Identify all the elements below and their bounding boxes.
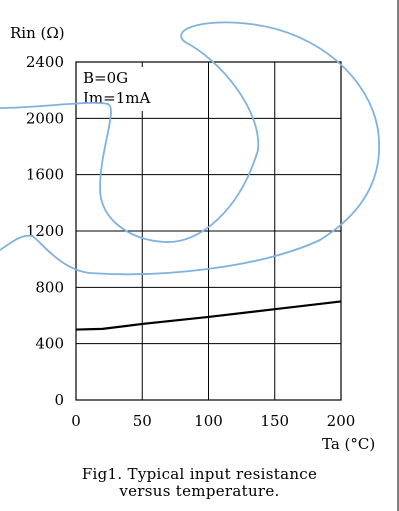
- y-tick-label: 1200: [26, 222, 64, 240]
- x-tick-label: 100: [194, 412, 223, 430]
- x-tick-label: 150: [260, 412, 289, 430]
- figure-caption-line1: Fig1. Typical input resistance: [81, 465, 318, 483]
- y-tick-label: 1600: [26, 166, 64, 184]
- condition-current: Im=1mA: [83, 89, 150, 107]
- x-tick-labels: 0 50 100 150 200: [71, 412, 355, 430]
- y-tick-labels: 0 400 800 1200 1600 2000 2400: [26, 53, 64, 409]
- y-tick-label: 400: [35, 335, 64, 353]
- y-tick-label: 800: [35, 278, 64, 296]
- y-tick-label: 2000: [26, 109, 64, 127]
- x-tick-label: 0: [71, 412, 81, 430]
- pen-scribble: [0, 21, 380, 276]
- condition-field: B=0G: [83, 69, 128, 87]
- x-axis-label: Ta (°C): [322, 435, 375, 453]
- series-line-rin: [75, 300, 342, 331]
- x-tick-label: 50: [133, 412, 152, 430]
- grid: [75, 61, 342, 401]
- x-tick-label: 200: [327, 412, 356, 430]
- y-tick-label: 0: [54, 391, 64, 409]
- figure-caption-line2: versus temperature.: [119, 482, 280, 500]
- y-axis-label: Rin (Ω): [10, 24, 65, 42]
- y-tick-label: 2400: [26, 53, 64, 71]
